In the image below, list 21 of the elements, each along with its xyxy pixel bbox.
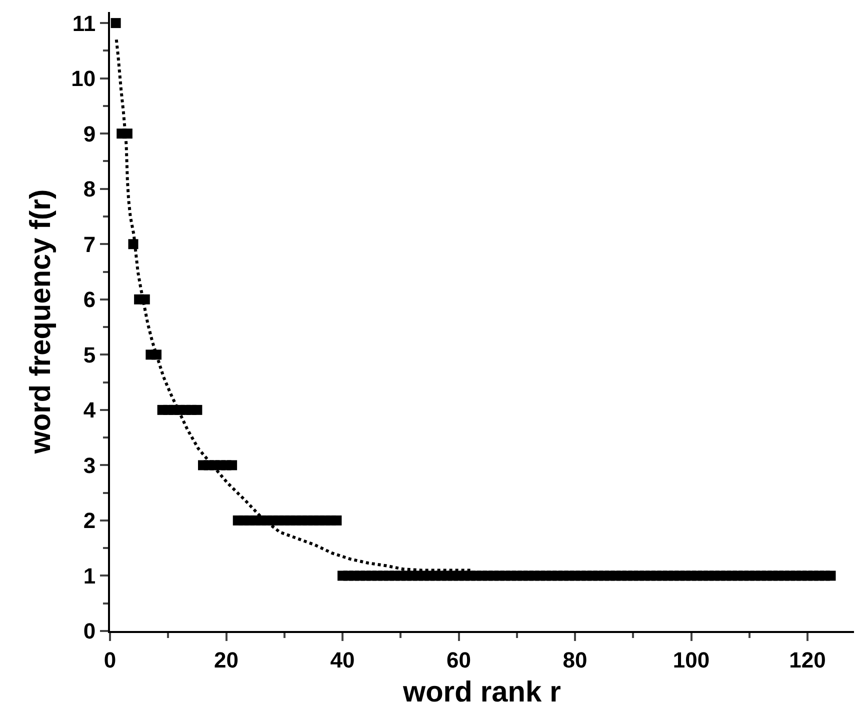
y-tick-label: 3 [83, 452, 96, 478]
y-tick-label: 7 [83, 232, 96, 257]
x-tick-label: 20 [214, 647, 238, 672]
x-axis-title: word rank r [402, 676, 561, 709]
x-tick-label: 60 [446, 647, 471, 672]
y-tick-label: 11 [72, 10, 96, 36]
x-tick-label: 100 [672, 647, 710, 672]
y-axis-title: word frequency f(r) [24, 189, 57, 455]
y-tick-label: 8 [83, 176, 96, 202]
x-tick-label: 40 [330, 647, 355, 672]
y-tick-label: 5 [83, 342, 96, 368]
y-tick-label: 9 [83, 121, 96, 146]
y-tick-label: 10 [71, 66, 96, 92]
y-tick-label: 1 [83, 563, 96, 588]
x-tick-label: 120 [789, 647, 826, 672]
y-tick-label: 2 [83, 508, 96, 534]
x-tick-label: 80 [562, 647, 588, 672]
y-tick-label: 4 [83, 398, 96, 423]
y-tick-label: 0 [83, 618, 96, 644]
x-tick-label: 0 [104, 647, 116, 672]
y-tick-label: 6 [83, 287, 96, 312]
